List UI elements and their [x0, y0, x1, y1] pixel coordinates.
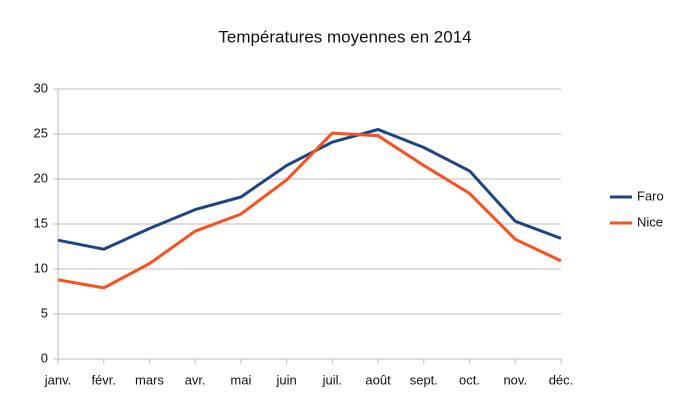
series-line	[57, 128, 562, 251]
x-tick-label: avr.	[185, 372, 206, 387]
x-tick-label: déc.	[549, 372, 574, 387]
x-tick-label: oct.	[459, 372, 480, 387]
x-tick-label: juil.	[322, 372, 343, 387]
legend-label: Faro	[637, 188, 664, 203]
x-tick-label: sept.	[410, 372, 438, 387]
y-tick-label: 25	[34, 125, 48, 140]
y-tick-label: 15	[34, 215, 48, 230]
y-tick-label: 20	[34, 170, 48, 185]
x-tick-label: janv.	[44, 372, 72, 387]
legend-label: Nice	[637, 214, 663, 229]
chart-title: Températures moyennes en 2014	[218, 27, 471, 46]
y-tick-label: 10	[34, 260, 48, 275]
x-tick-label: mai	[230, 372, 251, 387]
y-tick-label: 5	[41, 305, 48, 320]
x-tick-label: mars	[135, 372, 164, 387]
y-tick-label: 0	[41, 350, 48, 365]
x-tick-label: août	[365, 372, 391, 387]
x-tick-label: juin	[276, 372, 297, 387]
y-tick-label: 30	[34, 80, 48, 95]
x-tick-label: nov.	[503, 372, 527, 387]
series-line	[57, 131, 562, 290]
x-tick-label: févr.	[91, 372, 116, 387]
